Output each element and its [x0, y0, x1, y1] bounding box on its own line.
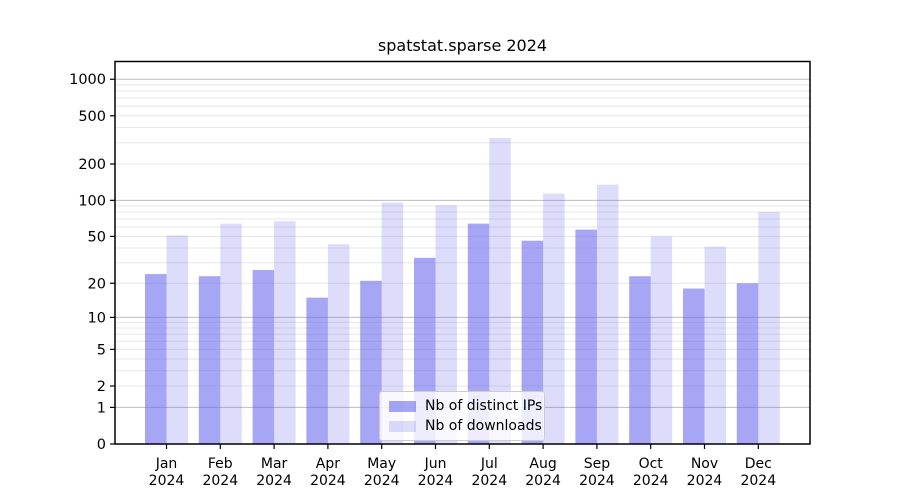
- bar-downloads-nov: [704, 246, 726, 444]
- x-tick-label-apr: Apr: [316, 456, 340, 472]
- bar-distinct-ips-jan: [145, 274, 167, 444]
- bar-downloads-sep: [596, 184, 619, 444]
- y-tick-label-0: 0: [97, 437, 106, 453]
- x-tick-year-dec: 2024: [740, 473, 776, 489]
- legend: Nb of distinct IPs Nb of downloads: [379, 391, 545, 441]
- y-tick-label-500: 500: [78, 109, 106, 125]
- y-tick-label-50: 50: [88, 229, 106, 245]
- bar-distinct-ips-dec: [736, 283, 759, 444]
- legend-swatch-distinct-ips: [389, 400, 416, 412]
- x-tick-label-sep: Sep: [584, 456, 611, 472]
- x-tick-year-nov: 2024: [687, 473, 723, 489]
- y-tick-label-2: 2: [97, 379, 106, 395]
- x-tick-year-aug: 2024: [525, 473, 561, 489]
- bar-downloads-may: [381, 202, 404, 444]
- x-tick-label-oct: Oct: [639, 456, 664, 472]
- legend-item-distinct-ips: Nb of distinct IPs: [389, 399, 542, 413]
- bar-distinct-ips-feb: [198, 276, 221, 444]
- x-tick-label-jan: Jan: [155, 456, 178, 472]
- x-tick-year-jun: 2024: [418, 473, 454, 489]
- bar-distinct-ips-sep: [575, 229, 597, 444]
- x-tick-year-may: 2024: [364, 473, 400, 489]
- chart-title: spatstat.sparse 2024: [377, 36, 548, 55]
- y-tick-label-5: 5: [97, 342, 106, 358]
- bar-downloads-dec: [758, 211, 780, 444]
- bar-downloads-apr: [327, 244, 350, 444]
- bar-distinct-ips-may: [360, 280, 382, 444]
- bar-downloads-jun: [435, 205, 457, 444]
- x-tick-year-apr: 2024: [310, 473, 346, 489]
- y-tick-label-1: 1: [97, 400, 106, 416]
- bar-downloads-oct: [650, 236, 673, 444]
- plot-border: [114, 60, 811, 445]
- bar-downloads-mar: [274, 221, 296, 444]
- y-tick-label-200: 200: [78, 157, 106, 173]
- x-tick-year-feb: 2024: [202, 473, 238, 489]
- x-tick-label-jun: Jun: [424, 456, 447, 472]
- bar-downloads-jul: [489, 137, 511, 444]
- x-tick-year-jan: 2024: [149, 473, 185, 489]
- x-tick-label-jul: Jul: [480, 456, 498, 472]
- x-tick-year-jul: 2024: [471, 473, 507, 489]
- y-tick-label-10: 10: [88, 310, 106, 326]
- bar-distinct-ips-apr: [306, 297, 328, 444]
- legend-item-downloads: Nb of downloads: [389, 419, 542, 433]
- x-tick-label-feb: Feb: [208, 456, 233, 472]
- legend-label-downloads: Nb of downloads: [425, 418, 542, 434]
- x-tick-label-aug: Aug: [529, 456, 556, 472]
- legend-swatch-downloads: [389, 420, 416, 432]
- x-tick-year-oct: 2024: [633, 473, 669, 489]
- x-tick-label-mar: Mar: [261, 456, 288, 472]
- x-tick-label-may: May: [367, 456, 396, 472]
- bar-distinct-ips-mar: [252, 269, 275, 444]
- x-tick-year-mar: 2024: [256, 473, 292, 489]
- bar-downloads-feb: [220, 223, 242, 444]
- y-tick-label-1000: 1000: [69, 72, 106, 88]
- bar-distinct-ips-oct: [629, 276, 651, 444]
- bar-distinct-ips-nov: [683, 288, 705, 444]
- y-tick-label-20: 20: [88, 276, 106, 292]
- y-tick-label-100: 100: [78, 193, 106, 209]
- x-tick-label-dec: Dec: [745, 456, 772, 472]
- x-tick-year-sep: 2024: [579, 473, 615, 489]
- bar-distinct-ips-jul: [467, 223, 490, 444]
- x-tick-label-nov: Nov: [691, 456, 718, 472]
- bar-downloads-jan: [166, 235, 188, 444]
- legend-label-distinct-ips: Nb of distinct IPs: [425, 398, 543, 414]
- bar-downloads-aug: [543, 193, 565, 444]
